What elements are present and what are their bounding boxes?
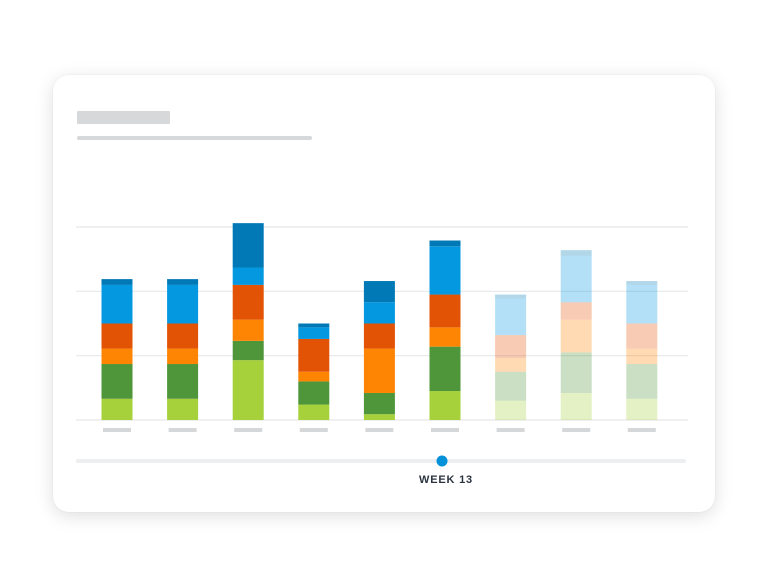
bar-segment-4 bbox=[429, 294, 461, 328]
bar-segment-6 bbox=[363, 281, 395, 303]
x-tick-placeholder bbox=[365, 428, 394, 432]
bar-segment-1 bbox=[232, 360, 264, 420]
x-tick-placeholder bbox=[562, 428, 591, 432]
bar-segment-2 bbox=[626, 364, 658, 399]
bar-segment-4 bbox=[560, 302, 592, 320]
bar-segment-5 bbox=[167, 284, 199, 324]
chart-card: WEEK 13 bbox=[53, 75, 715, 512]
week-slider-handle[interactable] bbox=[436, 455, 448, 467]
bar-segment-2 bbox=[495, 371, 527, 401]
bar-segment-5 bbox=[560, 255, 592, 303]
bar-segment-2 bbox=[232, 340, 264, 361]
bar-segment-6 bbox=[626, 281, 658, 285]
bar-segment-2 bbox=[298, 381, 330, 405]
bar-segment-1 bbox=[626, 398, 658, 420]
bar-segment-3 bbox=[167, 348, 199, 365]
x-tick-placeholder bbox=[234, 428, 263, 432]
bar-segment-4 bbox=[363, 323, 395, 349]
bar-segment-6 bbox=[560, 250, 592, 256]
x-tick-placeholder bbox=[496, 428, 525, 432]
bar-segment-1 bbox=[363, 414, 395, 420]
bar-segment-5 bbox=[495, 298, 527, 336]
week-slider-track[interactable] bbox=[76, 459, 686, 463]
bar-segment-4 bbox=[167, 323, 199, 349]
bar-segment-1 bbox=[560, 392, 592, 420]
bar-segment-4 bbox=[101, 323, 133, 349]
bar-segment-2 bbox=[560, 352, 592, 393]
bar-segment-5 bbox=[429, 246, 461, 295]
bar-segment-6 bbox=[101, 279, 133, 285]
bar-segment-1 bbox=[495, 400, 527, 420]
bar-segment-3 bbox=[495, 358, 527, 372]
bar-segment-5 bbox=[363, 302, 395, 324]
bar-segment-6 bbox=[298, 323, 330, 328]
bar-segment-1 bbox=[101, 398, 133, 420]
x-tick-placeholder bbox=[299, 428, 328, 432]
bar-segment-6 bbox=[495, 294, 527, 299]
bar-segment-2 bbox=[101, 364, 133, 399]
x-tick-placeholder bbox=[431, 428, 459, 432]
title-placeholder bbox=[77, 111, 170, 124]
bar-segment-3 bbox=[560, 319, 592, 353]
bar-segment-3 bbox=[232, 319, 264, 341]
bar-segment-5 bbox=[101, 284, 133, 324]
bar-segment-3 bbox=[429, 327, 461, 347]
bar-segment-1 bbox=[298, 404, 330, 420]
bar-segment-4 bbox=[232, 284, 264, 320]
bar-segment-3 bbox=[363, 348, 395, 393]
bar-segment-4 bbox=[298, 338, 330, 372]
bar-segment-5 bbox=[232, 267, 264, 285]
bar-segment-2 bbox=[429, 346, 461, 392]
bar-segment-5 bbox=[626, 284, 658, 324]
bar-segment-6 bbox=[232, 223, 264, 268]
bar-segment-3 bbox=[626, 348, 658, 365]
x-tick-placeholder bbox=[627, 428, 656, 432]
bar-segment-3 bbox=[101, 348, 133, 365]
bar-segment-5 bbox=[298, 327, 330, 339]
bar-segment-6 bbox=[429, 240, 461, 247]
bar-segment-1 bbox=[429, 391, 461, 420]
bar-segment-2 bbox=[363, 392, 395, 415]
bar-segment-1 bbox=[167, 398, 199, 420]
bar-segment-6 bbox=[167, 279, 199, 285]
bar-segment-4 bbox=[495, 335, 527, 359]
bar-segment-2 bbox=[167, 364, 199, 399]
bar-segment-3 bbox=[298, 371, 330, 382]
bar-segment-4 bbox=[626, 323, 658, 349]
week-label: WEEK 13 bbox=[419, 474, 473, 486]
stacked-bar-chart bbox=[76, 223, 688, 467]
x-tick-placeholder bbox=[103, 428, 131, 432]
x-tick-placeholder bbox=[168, 428, 197, 432]
subtitle-placeholder bbox=[77, 136, 312, 140]
